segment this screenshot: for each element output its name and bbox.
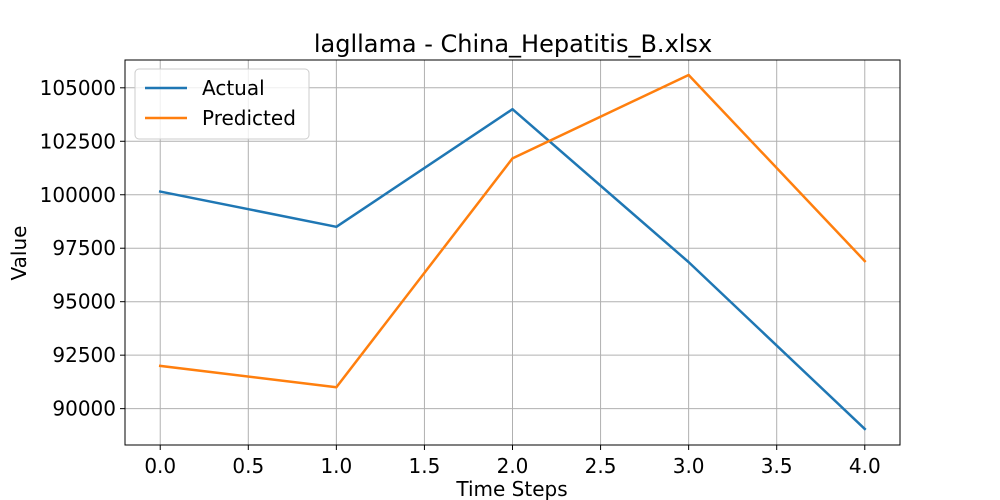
grid-layer: [125, 60, 900, 445]
y-tick-label: 92500: [52, 343, 116, 367]
series-layer: [158, 73, 867, 431]
x-tick-label: 2.5: [585, 454, 617, 478]
x-tick-label: 0.0: [144, 454, 176, 478]
y-tick-label: 90000: [52, 397, 116, 421]
x-tick-label: 3.5: [761, 454, 793, 478]
x-tick-label: 1.0: [320, 454, 352, 478]
legend-box: [134, 68, 310, 140]
y-tick-label: 97500: [52, 236, 116, 260]
x-tick-label: 4.0: [849, 454, 881, 478]
y-tick-label: 102500: [40, 129, 116, 153]
legend-label-predicted: Predicted: [202, 106, 296, 130]
y-tick-label: 95000: [52, 290, 116, 314]
series-line-actual: [158, 107, 867, 431]
x-tick-label: 3.0: [673, 454, 705, 478]
y-tick-label: 100000: [40, 183, 116, 207]
x-tick-label: 1.5: [409, 454, 441, 478]
x-tick-label: 0.5: [232, 454, 264, 478]
chart-title: lagllama - China_Hepatitis_B.xlsx: [314, 30, 712, 58]
legend-label-actual: Actual: [202, 76, 265, 100]
x-axis-label: Time Steps: [455, 477, 567, 500]
x-tick-label: 2.0: [497, 454, 529, 478]
legend: Actual Predicted: [134, 68, 310, 140]
series-line-predicted: [158, 73, 867, 389]
tick-layer: 0.0 0.5 1.0 1.5 2.0 2.5 3.0 3.5 4.0 90000 92500 950…: [40, 76, 881, 478]
y-axis-label: Value: [7, 226, 31, 281]
y-tick-label: 105000: [40, 76, 116, 100]
